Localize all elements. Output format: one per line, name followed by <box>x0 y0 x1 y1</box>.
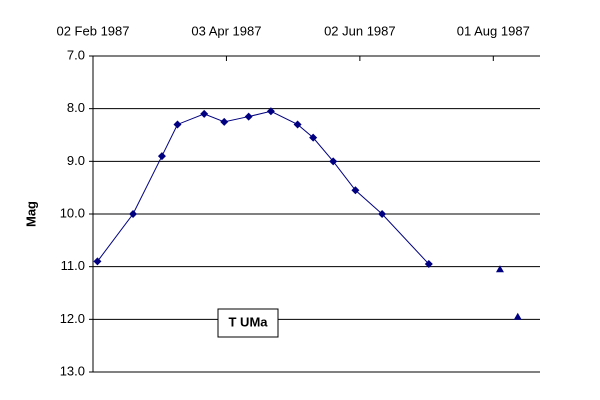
data-point <box>424 260 433 269</box>
data-point <box>157 152 166 161</box>
x-tick-label: 02 Jun 1987 <box>324 23 396 38</box>
data-point <box>129 210 138 218</box>
y-tick-label: 10.0 <box>60 205 85 220</box>
y-axis-label: Mag <box>23 201 38 227</box>
y-tick-label: 7.0 <box>67 47 85 62</box>
data-point <box>173 120 182 129</box>
data-line <box>97 110 430 265</box>
x-tick-label: 02 Feb 1987 <box>56 23 129 38</box>
data-point <box>495 265 504 273</box>
data-point <box>513 312 522 320</box>
data-point <box>329 157 338 166</box>
data-point <box>244 112 253 121</box>
data-point <box>200 109 209 118</box>
data-point <box>220 117 229 126</box>
x-tick-label: 03 Apr 1987 <box>191 23 261 38</box>
y-tick-label: 13.0 <box>60 363 85 378</box>
y-tick-label: 12.0 <box>60 311 85 326</box>
y-tick-label: 9.0 <box>67 153 85 168</box>
y-tick-label: 11.0 <box>61 258 85 273</box>
data-point <box>293 120 302 129</box>
data-point <box>266 107 275 116</box>
y-tick-label: 8.0 <box>67 100 85 115</box>
annotation-box <box>217 308 279 338</box>
data-point <box>378 210 387 218</box>
x-tick-label: 01 Aug 1987 <box>457 23 530 38</box>
data-point <box>351 186 360 195</box>
data-point <box>93 257 102 266</box>
data-point <box>309 133 318 142</box>
annotation: T UMa <box>229 314 269 329</box>
